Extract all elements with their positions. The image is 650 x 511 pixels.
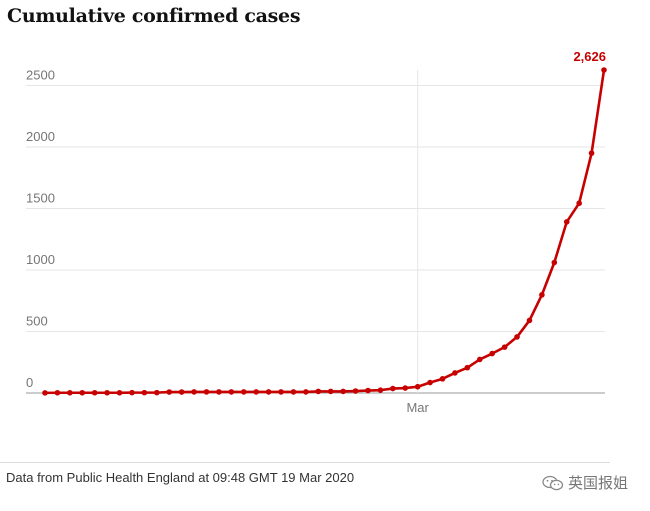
data-point <box>154 389 160 396</box>
data-point <box>327 388 334 395</box>
data-point <box>588 150 595 156</box>
data-point <box>104 389 110 396</box>
chart-title: Cumulative confirmed cases <box>7 5 301 27</box>
x-tick-label-mar: Mar <box>406 400 429 415</box>
data-point <box>489 350 496 357</box>
y-tick-label-1500: 1500 <box>26 190 55 205</box>
x-ticks: Mar <box>406 70 430 415</box>
data-point <box>54 389 61 396</box>
data-point <box>427 379 433 386</box>
footer-divider <box>0 462 610 463</box>
data-point <box>551 259 558 266</box>
y-tick-label-0: 0 <box>26 375 33 390</box>
data-point <box>501 344 508 350</box>
data-point <box>240 389 247 395</box>
data-point <box>79 389 86 396</box>
data-point <box>563 219 570 225</box>
data-point <box>67 389 73 396</box>
watermark: 英国报姐 <box>542 472 628 493</box>
data-point <box>141 389 148 396</box>
data-point <box>203 389 210 395</box>
data-point <box>178 389 185 395</box>
data-point <box>228 389 235 395</box>
data-points <box>42 67 607 396</box>
data-point <box>191 389 197 395</box>
data-point <box>253 389 259 395</box>
y-tick-label-1000: 1000 <box>26 252 55 267</box>
data-point <box>439 376 446 382</box>
data-point <box>452 370 458 376</box>
end-value-label: 2,626 <box>573 49 606 64</box>
data-point <box>576 200 582 207</box>
data-point <box>476 356 483 363</box>
data-point <box>539 292 545 298</box>
data-point <box>278 389 284 395</box>
source-note: Data from Public Health England at 09:48… <box>6 470 355 485</box>
y-tick-label-2000: 2000 <box>26 129 55 144</box>
data-point <box>315 388 322 395</box>
data-point <box>514 334 520 340</box>
y-tick-label-500: 500 <box>26 313 48 328</box>
data-point <box>340 388 346 395</box>
data-point <box>129 389 135 396</box>
data-point <box>303 389 309 395</box>
data-point <box>601 67 607 73</box>
wechat-icon <box>542 475 564 490</box>
y-tick-labels: 0 500 1000 1500 2000 2500 <box>26 67 55 390</box>
data-point <box>91 389 98 396</box>
data-point <box>526 317 533 324</box>
data-point <box>42 390 48 396</box>
data-point <box>464 364 471 371</box>
series-line <box>43 68 606 395</box>
data-point <box>414 383 421 390</box>
data-point <box>166 389 173 395</box>
data-point <box>352 388 359 394</box>
gridlines <box>26 84 605 394</box>
data-point <box>365 387 371 394</box>
annotations: 2,626 <box>573 49 606 64</box>
data-point <box>290 389 297 395</box>
data-point <box>116 389 123 396</box>
data-point <box>216 389 222 395</box>
data-point <box>402 385 409 391</box>
data-point <box>265 389 272 395</box>
line-chart: 0 500 1000 1500 2000 2500 Mar 2,626 <box>26 49 607 415</box>
data-point <box>377 387 384 393</box>
series-cumulative-cases <box>43 68 606 395</box>
data-point <box>390 385 396 392</box>
y-tick-label-2500: 2500 <box>26 67 55 82</box>
watermark-text: 英国报姐 <box>567 474 628 492</box>
